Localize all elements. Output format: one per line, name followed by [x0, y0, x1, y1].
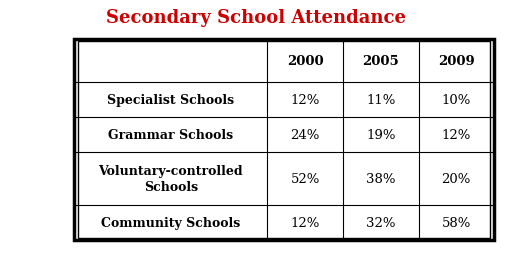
Text: Voluntary-controlled
Schools: Voluntary-controlled Schools [98, 164, 243, 193]
Text: 10%: 10% [442, 93, 471, 106]
Text: 2005: 2005 [362, 54, 399, 67]
Text: 58%: 58% [442, 216, 471, 229]
Text: 20%: 20% [442, 172, 471, 185]
Text: 12%: 12% [290, 216, 320, 229]
Text: Specialist Schools: Specialist Schools [107, 93, 234, 106]
Text: 24%: 24% [290, 128, 320, 141]
Text: 12%: 12% [442, 128, 471, 141]
Text: 12%: 12% [290, 93, 320, 106]
Text: Community Schools: Community Schools [101, 216, 241, 229]
Text: 2000: 2000 [287, 54, 324, 67]
Text: 2009: 2009 [438, 54, 475, 67]
Text: 19%: 19% [366, 128, 395, 141]
Text: 38%: 38% [366, 172, 395, 185]
Text: 52%: 52% [290, 172, 320, 185]
Text: 32%: 32% [366, 216, 395, 229]
Text: Secondary School Attendance: Secondary School Attendance [106, 9, 406, 27]
Text: Grammar Schools: Grammar Schools [108, 128, 233, 141]
Text: 11%: 11% [366, 93, 395, 106]
